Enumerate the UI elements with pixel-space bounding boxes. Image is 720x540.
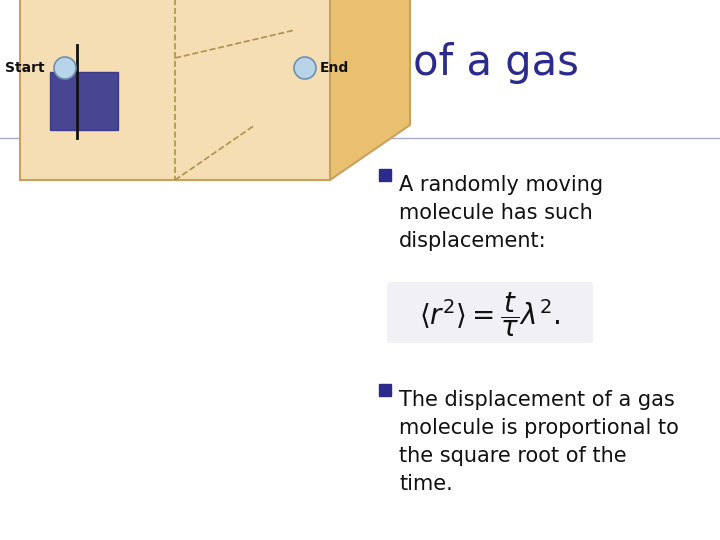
Text: End: End xyxy=(320,61,349,75)
Text: Start: Start xyxy=(5,61,45,75)
FancyBboxPatch shape xyxy=(387,282,593,343)
Text: molecule: molecule xyxy=(115,88,305,130)
Text: A randomly moving
molecule has such
displacement:: A randomly moving molecule has such disp… xyxy=(399,175,603,251)
Polygon shape xyxy=(330,0,410,180)
Bar xyxy=(50,72,118,130)
Bar xyxy=(22,82,82,130)
Text: The displacement of a gas
molecule is proportional to
the square root of the
tim: The displacement of a gas molecule is pr… xyxy=(399,390,679,494)
Polygon shape xyxy=(20,0,330,180)
Text: Tortuous path of a gas: Tortuous path of a gas xyxy=(115,42,579,84)
Bar xyxy=(22,52,77,102)
Circle shape xyxy=(294,57,316,79)
Text: $\langle r^2 \rangle = \dfrac{t}{\tau}\lambda^2.$: $\langle r^2 \rangle = \dfrac{t}{\tau}\l… xyxy=(419,291,561,339)
Circle shape xyxy=(54,57,76,79)
